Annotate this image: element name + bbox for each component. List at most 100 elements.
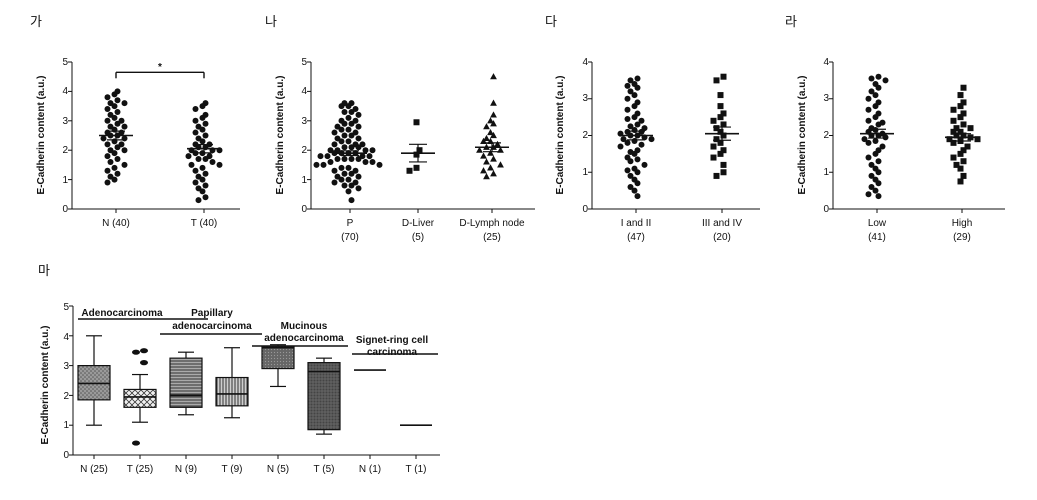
- data-point: [406, 167, 413, 174]
- y-tick-label: 0: [823, 204, 829, 215]
- data-point: [483, 173, 490, 180]
- data-point: [320, 161, 327, 168]
- group-label-papillary: Papillary adenocarcinoma: [172, 308, 252, 332]
- data-point: [487, 128, 494, 136]
- data-point: [490, 155, 497, 162]
- data-point: [875, 158, 882, 165]
- y-tick-label: 0: [582, 204, 588, 215]
- data-point: [950, 154, 957, 161]
- data-point: [104, 141, 111, 148]
- data-point: [348, 108, 355, 115]
- data-point: [104, 167, 111, 174]
- data-point: [953, 161, 960, 168]
- data-point: [121, 100, 128, 107]
- data-point: [974, 136, 981, 143]
- data-point: [331, 167, 338, 174]
- y-tick-label: 4: [62, 86, 68, 97]
- data-point: [202, 132, 209, 139]
- data-point: [355, 123, 362, 130]
- data-point: [100, 135, 107, 142]
- data-point: [631, 114, 638, 121]
- data-point: [114, 156, 121, 163]
- data-point: [338, 176, 345, 183]
- data-point: [345, 114, 352, 121]
- data-point: [487, 117, 494, 124]
- box-outlier: [132, 349, 140, 355]
- group-label-adenocarcinoma: Adenocarcinoma: [81, 308, 163, 319]
- data-point: [875, 193, 882, 200]
- data-point: [490, 111, 497, 118]
- data-point: [620, 136, 627, 143]
- data-point: [114, 144, 121, 151]
- data-point: [338, 103, 345, 110]
- data-point: [627, 88, 634, 95]
- data-point: [345, 188, 352, 195]
- chart-marks: [68, 61, 1005, 459]
- data-point: [872, 138, 879, 145]
- data-point: [717, 128, 724, 135]
- data-point: [882, 77, 889, 84]
- data-point: [634, 121, 641, 128]
- y-tick-label: 2: [62, 145, 68, 156]
- data-point: [480, 152, 487, 159]
- x-category-label: High: [952, 218, 973, 229]
- data-point: [376, 161, 383, 168]
- data-point: [713, 136, 720, 143]
- data-point: [872, 92, 879, 99]
- data-point: [348, 144, 355, 151]
- y-tick-label: 2: [301, 145, 307, 156]
- x-category-count: (70): [341, 232, 359, 243]
- data-point: [710, 117, 717, 124]
- group-label-line: adenocarcinoma: [264, 333, 344, 344]
- y-tick-label: 3: [582, 93, 588, 104]
- data-point: [345, 126, 352, 133]
- y-tick-label: 2: [823, 130, 829, 141]
- data-point: [341, 170, 348, 177]
- data-point: [313, 161, 320, 168]
- x-category-label: D-Lymph node: [459, 218, 525, 229]
- data-point: [355, 111, 362, 118]
- data-point: [624, 167, 631, 174]
- y-tick-label: 2: [63, 391, 69, 402]
- data-point: [960, 121, 967, 128]
- data-point: [345, 103, 352, 110]
- data-point: [185, 153, 192, 160]
- data-point: [490, 170, 497, 177]
- data-point: [111, 164, 118, 171]
- data-point: [634, 84, 641, 91]
- data-point: [624, 139, 631, 146]
- data-point: [717, 150, 724, 157]
- data-point: [195, 197, 202, 204]
- y-tick-label: 4: [301, 86, 307, 97]
- panel-ma: 마 E-Cadherin content (a.u.) 0 1 2 3 4 5 …: [38, 264, 428, 475]
- x-category-label: N (1): [359, 464, 381, 475]
- data-point: [960, 172, 967, 179]
- data-point: [341, 144, 348, 151]
- data-point: [341, 132, 348, 139]
- y-tick-label: 4: [823, 57, 829, 68]
- data-point: [121, 147, 128, 154]
- y-tick-label: 2: [582, 130, 588, 141]
- data-point: [188, 161, 195, 168]
- box-outlier: [132, 440, 140, 446]
- data-point: [327, 158, 334, 165]
- data-point: [624, 82, 631, 89]
- data-point: [648, 136, 655, 143]
- panel-label-na: 나: [265, 15, 277, 30]
- data-point: [480, 167, 487, 174]
- panel-na: 나 E-Cadherin content (a.u.) 0 1 2 3 4 5 …: [265, 15, 525, 243]
- data-point: [634, 180, 641, 187]
- data-point: [627, 158, 634, 165]
- data-point: [341, 108, 348, 115]
- panel-label-ga: 가: [30, 15, 42, 30]
- panel-ra: 라 E-Cadherin content (a.u.) 0 1 2 3 4 Lo…: [785, 15, 972, 243]
- x-category-label: Low: [868, 218, 887, 229]
- data-point: [627, 77, 634, 84]
- box-body: [215, 376, 249, 407]
- data-point: [355, 135, 362, 142]
- y-tick-label: 5: [301, 57, 307, 68]
- panel-da: 다 E-Cadherin content (a.u.) 0 1 2 3 4 I …: [545, 15, 742, 243]
- x-category-count: (29): [953, 232, 971, 243]
- data-point: [713, 172, 720, 179]
- data-point: [627, 183, 634, 190]
